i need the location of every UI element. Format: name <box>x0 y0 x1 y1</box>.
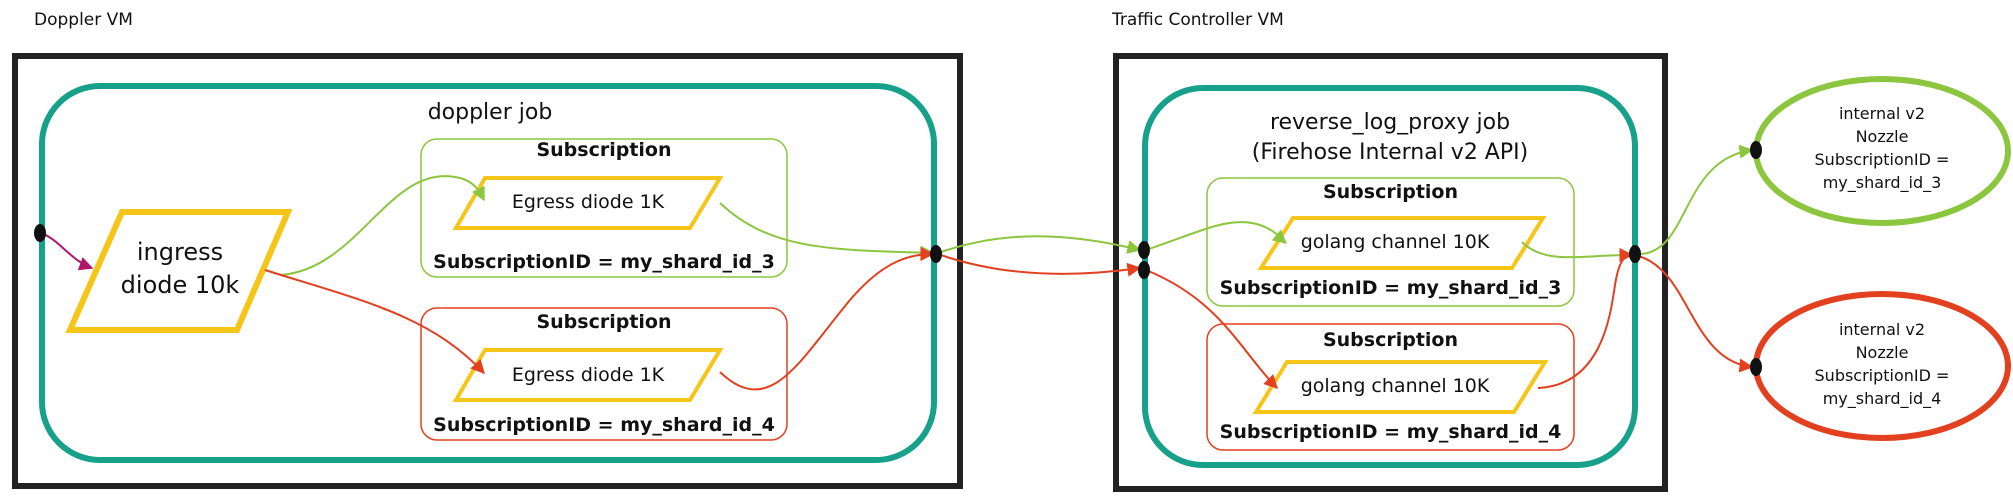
red-link-doppler-to-tc <box>937 253 1142 277</box>
nozzle-1-line-2: Nozzle <box>1855 127 1909 146</box>
red-flow-ingress-to-egress <box>264 269 485 375</box>
tc-input-port-1 <box>1138 241 1150 259</box>
red-flow-egress-to-doppler-out <box>719 247 935 391</box>
tc-subscription-title-2: Subscription <box>1322 329 1459 351</box>
doppler-subscription-box-1 <box>420 138 788 278</box>
doppler-output-port <box>930 245 942 263</box>
egress-diode-label-2: Egress diode 1K <box>511 364 665 386</box>
tc-output-port <box>1629 245 1641 263</box>
tc-subscription-box-1 <box>1206 177 1575 307</box>
egress-diode-shape-1 <box>452 176 724 230</box>
nozzle-2-line-4: my_shard_id_4 <box>1822 389 1942 408</box>
doppler-subscription-id-2: SubscriptionID = my_shard_id_4 <box>433 414 775 436</box>
green-flow-channel-to-tc-out <box>1521 241 1634 263</box>
tc-subscription-box-2 <box>1206 323 1575 451</box>
green-flow-tc-in-to-channel <box>1145 221 1288 251</box>
green-flow-egress-to-doppler-out <box>719 202 935 260</box>
green-link-tc-to-nozzle <box>1637 144 1754 256</box>
doppler-job-label: doppler job <box>427 100 553 125</box>
tc-input-port-2 <box>1138 261 1150 279</box>
golang-channel-shape-1 <box>1257 216 1547 270</box>
reverse-log-proxy-job-label: reverse_log_proxy job <box>1269 110 1511 135</box>
red-flow-channel-to-tc-out <box>1537 248 1634 389</box>
ingress-diode-label-line2: diode 10k <box>120 271 240 299</box>
nozzle-2-line-3: SubscriptionID = <box>1814 366 1950 385</box>
doppler-vm-label: Doppler VM <box>34 10 133 30</box>
golang-channel-label-1: golang channel 10K <box>1300 231 1490 253</box>
firehose-api-label: (Firehose Internal v2 API) <box>1251 140 1529 165</box>
doppler-job-box <box>39 83 937 463</box>
red-link-tc-to-nozzle <box>1637 255 1754 373</box>
nozzle-1-line-1: internal v2 <box>1838 104 1926 123</box>
tc-subscription-id-2: SubscriptionID = my_shard_id_4 <box>1219 421 1562 443</box>
golang-channel-shape-2 <box>1252 360 1549 414</box>
nozzle-2-label: internal v2 Nozzle SubscriptionID = my_s… <box>1782 318 1982 410</box>
ingress-input-arrow <box>40 232 94 271</box>
egress-diode-shape-2 <box>452 348 724 402</box>
nozzle-input-port-1 <box>1750 141 1762 159</box>
egress-diode-label-1: Egress diode 1K <box>511 191 665 213</box>
red-flow-tc-in-to-channel <box>1145 269 1278 390</box>
nozzle-1-line-3: SubscriptionID = <box>1814 150 1950 169</box>
doppler-subscription-id-1: SubscriptionID = my_shard_id_3 <box>433 251 775 273</box>
nozzle-1-label: internal v2 Nozzle SubscriptionID = my_s… <box>1782 102 1982 194</box>
doppler-input-port <box>34 224 46 242</box>
nozzle-2-line-1: internal v2 <box>1838 320 1926 339</box>
ingress-diode-label-line1: ingress <box>136 238 224 266</box>
tc-subscription-title-1: Subscription <box>1322 181 1459 203</box>
green-flow-ingress-to-egress <box>279 175 485 276</box>
doppler-vm-box <box>12 53 963 489</box>
traffic-controller-vm-label: Traffic Controller VM <box>1112 10 1284 30</box>
nozzle-2-line-2: Nozzle <box>1855 343 1909 362</box>
green-link-doppler-to-tc <box>937 235 1142 254</box>
nozzle-1-line-4: my_shard_id_3 <box>1822 173 1942 192</box>
doppler-subscription-title-1: Subscription <box>536 139 672 161</box>
tc-subscription-id-1: SubscriptionID = my_shard_id_3 <box>1219 277 1562 299</box>
nozzle-input-port-2 <box>1750 358 1762 376</box>
ingress-diode-shape <box>65 209 293 333</box>
golang-channel-label-2: golang channel 10K <box>1300 375 1490 397</box>
doppler-subscription-title-2: Subscription <box>536 311 672 333</box>
